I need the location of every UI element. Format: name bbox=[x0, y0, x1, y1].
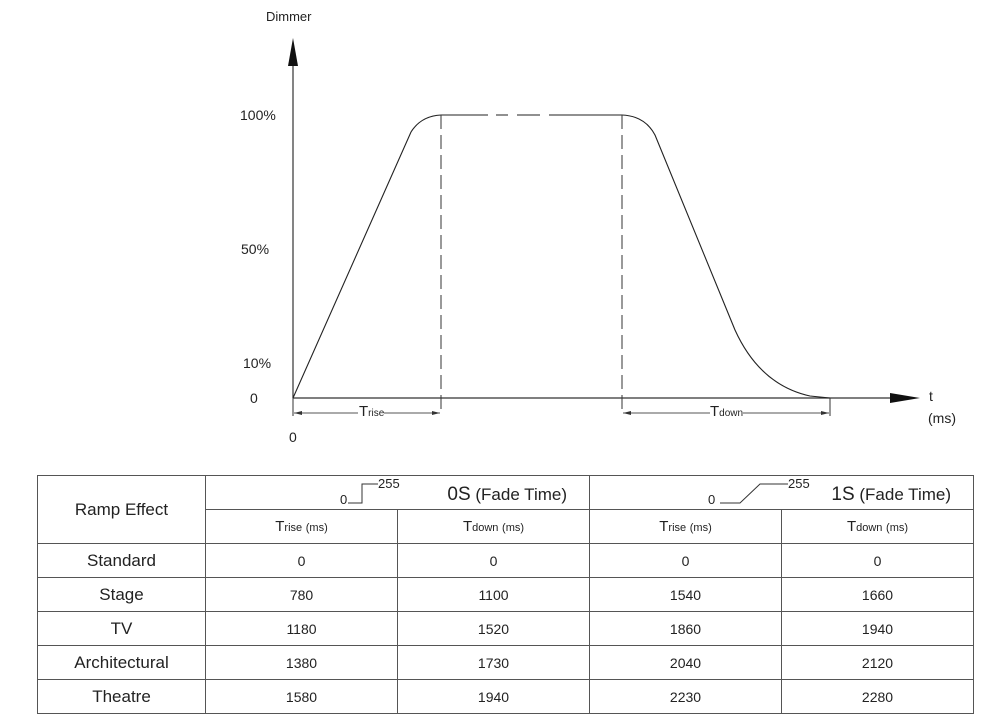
ramp-effect-table: Ramp Effect 0 255 0S (Fade Time) 0 255 bbox=[37, 475, 974, 714]
table-cell: 1380 bbox=[205, 645, 398, 680]
table-cell: 1730 bbox=[397, 645, 590, 680]
table-cell: 0 bbox=[781, 543, 974, 578]
table-cell: 2040 bbox=[589, 645, 782, 680]
table-cell: 1660 bbox=[781, 577, 974, 612]
table-cell: 1100 bbox=[397, 577, 590, 612]
t-rise-label: Trise bbox=[359, 403, 385, 420]
table-cell: 1520 bbox=[397, 611, 590, 646]
table-cell: 0 bbox=[205, 543, 398, 578]
y-axis-title: Dimmer bbox=[266, 9, 312, 24]
table-cell: 2230 bbox=[589, 679, 782, 714]
col-header-0s-trise: Trise (ms) bbox=[205, 509, 398, 544]
x-axis-unit: (ms) bbox=[928, 410, 956, 426]
table-cell: 1580 bbox=[205, 679, 398, 714]
table-cell: 1860 bbox=[589, 611, 782, 646]
table-cell: 2280 bbox=[781, 679, 974, 714]
row-label: Stage bbox=[37, 577, 206, 612]
y-tick-100: 100% bbox=[240, 107, 276, 123]
table-cell: 0 bbox=[589, 543, 782, 578]
row-label: Standard bbox=[37, 543, 206, 578]
fade-1s-header: 0 255 1S (Fade Time) bbox=[589, 475, 974, 510]
y-tick-50: 50% bbox=[241, 241, 270, 257]
table-cell: 0 bbox=[397, 543, 590, 578]
table-row: Architectural 1380 1730 2040 2120 bbox=[37, 645, 974, 680]
y-tick-10: 10% bbox=[243, 355, 272, 371]
col-header-1s-tdown: Tdown (ms) bbox=[781, 509, 974, 544]
x-axis-arrow-icon bbox=[890, 393, 920, 403]
table-row: Stage 780 1100 1540 1660 bbox=[37, 577, 974, 612]
table-row: Standard 0 0 0 0 bbox=[37, 543, 974, 578]
row-label: Theatre bbox=[37, 679, 206, 714]
row-label: Architectural bbox=[37, 645, 206, 680]
fall-curve bbox=[621, 114, 831, 399]
x-axis-title: t bbox=[929, 388, 933, 404]
y-tick-0: 0 bbox=[250, 390, 258, 406]
dimmer-curve-graph bbox=[288, 38, 920, 416]
table-cell: 1940 bbox=[397, 679, 590, 714]
table-row: Theatre 1580 1940 2230 2280 bbox=[37, 679, 974, 714]
table-cell: 1180 bbox=[205, 611, 398, 646]
fade-0s-header: 0 255 0S (Fade Time) bbox=[205, 475, 590, 510]
col-header-0s-tdown: Tdown (ms) bbox=[397, 509, 590, 544]
table-row: TV 1180 1520 1860 1940 bbox=[37, 611, 974, 646]
table-group-header-row: Ramp Effect 0 255 0S (Fade Time) 0 255 bbox=[37, 475, 974, 544]
y-axis-arrow-icon bbox=[288, 38, 298, 66]
t-down-label: Tdown bbox=[710, 403, 744, 420]
x-origin-label: 0 bbox=[289, 429, 297, 445]
col-header-1s-trise: Trise (ms) bbox=[589, 509, 782, 544]
table-cell: 1540 bbox=[589, 577, 782, 612]
ramp-effect-header: Ramp Effect bbox=[37, 475, 206, 544]
table-cell: 1940 bbox=[781, 611, 974, 646]
row-label: TV bbox=[37, 611, 206, 646]
table-cell: 2120 bbox=[781, 645, 974, 680]
rise-curve bbox=[292, 114, 442, 399]
table-cell: 780 bbox=[205, 577, 398, 612]
